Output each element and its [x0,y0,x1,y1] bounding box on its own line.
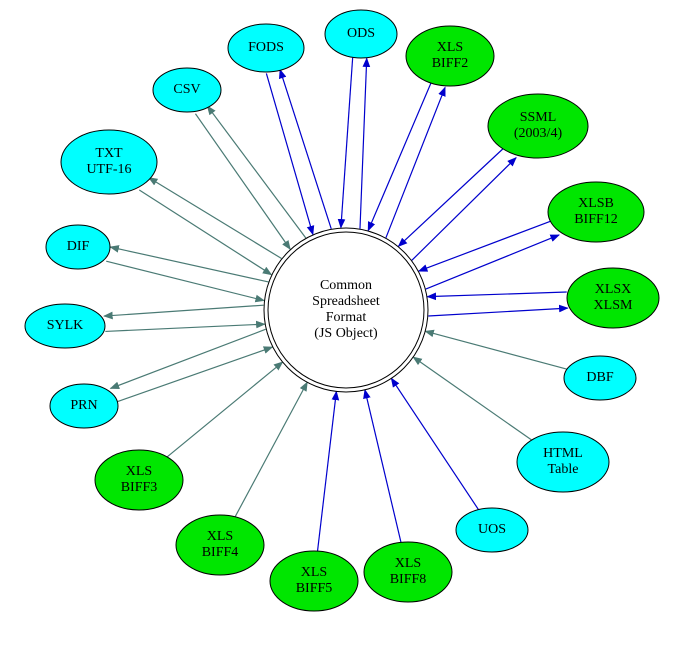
center-label-line: (JS Object) [314,326,378,341]
edge-uos-to-center [391,378,478,509]
node-ssml-label: (2003/4) [514,126,563,141]
node-dif: DIF [46,225,110,269]
edge-dbf-to-center [425,331,567,369]
node-biff2-label: BIFF2 [432,56,469,71]
node-xlsb-label: BIFF12 [574,212,618,227]
edge-biff2-to-center [368,82,431,230]
node-html-label: Table [548,462,579,477]
node-xlsx-label: XLSM [594,298,633,313]
node-prn-label: PRN [70,398,97,413]
node-biff8: XLSBIFF8 [364,542,452,602]
edge-center-to-csv [207,106,305,238]
node-biff3: XLSBIFF3 [95,450,183,510]
node-txt: TXTUTF-16 [61,130,157,194]
center-label-line: Common [320,278,372,293]
edge-ssml-to-center [398,148,504,247]
node-txt-label: TXT [95,146,123,161]
edge-xlsx-to-center [427,292,566,297]
node-biff5: XLSBIFF5 [270,551,358,611]
node-biff5-label: BIFF5 [296,581,333,596]
node-fods-label: FODS [248,40,284,55]
edge-center-to-txt [149,178,282,259]
node-csv-label: CSV [173,82,200,97]
edge-html-to-center [413,357,531,440]
node-prn: PRN [50,384,118,428]
node-csv: CSV [153,68,221,112]
node-txt-label: UTF-16 [86,162,131,177]
node-sylk-label: SYLK [47,318,84,333]
center-node: CommonSpreadsheetFormat(JS Object) [264,228,428,392]
node-ods-label: ODS [347,26,375,41]
edge-center-to-ods [360,58,367,228]
edge-dif-to-center [106,261,264,300]
center-label-line: Format [326,310,367,325]
node-ssml-label: SSML [520,110,557,125]
edge-biff3-to-center [167,362,283,457]
edge-sylk-to-center [105,324,264,331]
node-biff3-label: XLS [126,464,152,479]
edge-center-to-prn [111,329,266,388]
edge-center-to-xlsx [428,308,567,316]
center-label-line: Spreadsheet [312,294,380,309]
edge-biff4-to-center [235,382,307,517]
node-dif-label: DIF [67,239,90,254]
node-html-label: HTML [543,446,583,461]
node-biff4-label: BIFF4 [202,545,239,560]
edge-ods-to-center [341,58,353,228]
node-biff4: XLSBIFF4 [176,515,264,575]
node-biff5-label: XLS [301,565,327,580]
edge-center-to-biff2 [386,87,445,237]
node-ssml: SSML(2003/4) [488,94,588,158]
edge-center-to-sylk [104,305,264,316]
edge-biff8-to-center [365,390,401,543]
node-biff8-label: XLS [395,556,421,571]
node-xlsb: XLSBBIFF12 [548,182,644,242]
edge-txt-to-center [139,190,271,275]
node-fods: FODS [228,24,304,72]
node-biff2: XLSBIFF2 [406,26,494,86]
edge-center-to-dif [110,247,268,282]
node-dbf-label: DBF [586,370,613,385]
node-xlsx: XLSXXLSM [567,268,659,328]
edge-center-to-ssml [412,158,516,261]
node-xlsb-label: XLSB [578,196,614,211]
node-biff2-label: XLS [437,40,463,55]
edge-biff5-to-center [318,391,337,551]
node-biff3-label: BIFF3 [121,480,158,495]
nodes-layer: CommonSpreadsheetFormat(JS Object) ODS FOD… [25,10,659,611]
edge-csv-to-center [195,114,290,249]
node-html: HTMLTable [517,432,609,492]
node-uos: UOS [456,508,528,552]
node-xlsx-label: XLSX [595,282,632,297]
node-biff4-label: XLS [207,529,233,544]
node-sylk: SYLK [25,304,105,348]
node-biff8-label: BIFF8 [390,572,427,587]
node-uos-label: UOS [478,522,506,537]
edge-prn-to-center [117,347,273,402]
node-ods: ODS [325,10,397,58]
node-dbf: DBF [564,356,636,400]
